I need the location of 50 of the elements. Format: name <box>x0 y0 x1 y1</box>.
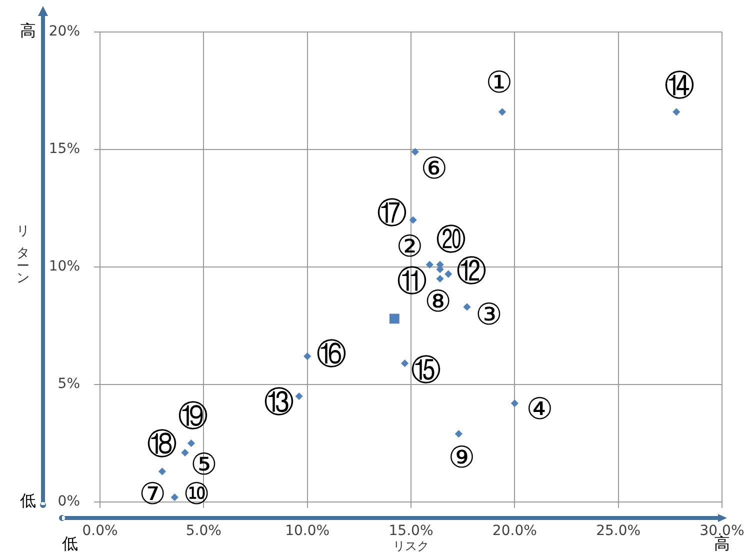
annotation: ② <box>396 229 424 264</box>
x-tick-label: 15.0% <box>388 523 434 540</box>
annotation: ① <box>486 66 513 101</box>
point <box>158 468 166 476</box>
text: 高 <box>20 21 36 40</box>
annotation: ⑮ <box>410 353 441 388</box>
point <box>510 400 518 408</box>
x-tick-label: 10.0% <box>285 523 330 540</box>
point <box>409 216 417 224</box>
annotation: ⑱ <box>147 427 178 462</box>
annotation: ⑲ <box>178 399 208 434</box>
point <box>444 270 452 278</box>
x-tick-label: 25.0% <box>596 523 641 540</box>
point <box>426 260 434 268</box>
point <box>170 494 178 502</box>
point <box>411 148 419 156</box>
annotation: ⑪ <box>397 264 428 300</box>
y-tick-label: 15% <box>48 141 80 158</box>
annotation: ⑥ <box>420 152 448 187</box>
point <box>498 108 506 116</box>
annotation: ⑰ <box>377 196 408 231</box>
annotation: ⑯ <box>316 337 346 372</box>
point <box>672 108 680 116</box>
annotation: ⑧ <box>424 284 452 320</box>
x-axis-title: リスク <box>393 538 429 553</box>
point <box>463 303 471 311</box>
point <box>400 360 409 368</box>
point <box>181 448 189 456</box>
text: 低 <box>62 534 78 554</box>
x-tick-label: 5.0% <box>186 523 222 540</box>
y-tick-label: 0% <box>58 494 80 510</box>
point <box>187 439 196 448</box>
annotation: ④ <box>526 392 554 428</box>
x-tick-label: 20.0% <box>492 523 537 540</box>
point <box>389 314 400 324</box>
text: 低 <box>20 491 36 510</box>
point <box>436 274 444 283</box>
y-axis-title: リターン <box>15 216 30 285</box>
y-tick-label: 10% <box>48 258 80 275</box>
annotation: ⑨ <box>448 440 476 476</box>
point <box>454 430 462 438</box>
annotation: ⑬ <box>264 385 294 420</box>
point <box>304 352 312 360</box>
y-tick-label: 20% <box>48 24 80 40</box>
x-tick-label: 0.0% <box>82 523 118 540</box>
annotation: ⑭ <box>664 68 694 104</box>
y-tick-label: 5% <box>58 376 80 392</box>
point <box>295 392 303 400</box>
annotation: ③ <box>476 298 502 333</box>
annotation: ⑦ <box>139 477 166 512</box>
